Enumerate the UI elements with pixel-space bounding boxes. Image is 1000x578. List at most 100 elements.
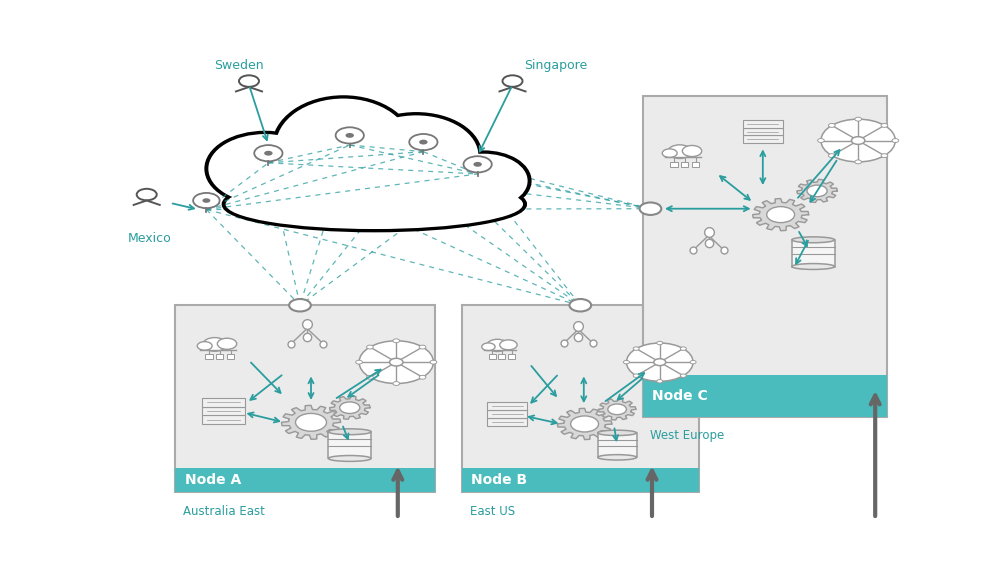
Circle shape [892,139,899,142]
Ellipse shape [792,264,835,269]
Bar [489,354,496,359]
Bar [598,433,637,457]
Circle shape [289,299,311,312]
Circle shape [807,185,827,197]
Text: Node C: Node C [652,388,708,403]
Polygon shape [753,199,809,231]
Circle shape [419,140,428,144]
Bar [175,305,435,492]
Circle shape [336,127,364,143]
Ellipse shape [598,430,637,436]
Ellipse shape [440,154,528,208]
Circle shape [367,345,373,349]
Bar [498,354,505,359]
Text: Sweden: Sweden [214,60,264,72]
Circle shape [881,124,888,127]
Circle shape [640,202,661,215]
Circle shape [654,359,666,366]
Circle shape [193,193,220,208]
Circle shape [851,136,865,144]
Ellipse shape [276,99,411,194]
Circle shape [390,358,403,366]
Bar [202,398,245,407]
Ellipse shape [792,237,835,243]
Circle shape [254,145,283,161]
Polygon shape [282,405,340,439]
Bar [216,354,223,360]
Circle shape [419,345,426,349]
Circle shape [482,343,495,351]
Circle shape [828,124,835,127]
Ellipse shape [353,114,480,197]
Bar [227,354,234,360]
Text: Mexico: Mexico [127,232,171,245]
Circle shape [680,374,686,377]
Circle shape [682,146,702,157]
Ellipse shape [224,179,525,230]
Bar [681,162,688,166]
Circle shape [473,162,482,167]
Circle shape [690,361,696,364]
Bar [643,375,887,417]
Circle shape [197,342,212,350]
Circle shape [623,361,629,364]
Polygon shape [797,179,837,202]
Bar [670,162,678,166]
Ellipse shape [207,133,323,204]
Circle shape [203,338,227,351]
Ellipse shape [328,429,371,435]
Circle shape [828,154,835,158]
Circle shape [608,404,626,414]
Circle shape [855,160,861,164]
Ellipse shape [274,98,413,195]
Bar [205,354,213,360]
Polygon shape [330,396,370,419]
Bar [202,407,245,415]
Circle shape [463,156,492,172]
Ellipse shape [598,455,637,460]
Circle shape [668,145,692,158]
Circle shape [346,133,354,138]
Bar [643,96,887,417]
Ellipse shape [328,455,371,461]
Bar [487,410,527,418]
Bar [743,120,783,128]
Circle shape [430,360,437,364]
Bar [692,162,699,166]
Bar [792,240,835,266]
Text: Singapore: Singapore [524,60,587,72]
Polygon shape [599,399,636,420]
Bar [175,468,435,492]
Circle shape [340,402,360,413]
Bar [743,135,783,143]
Circle shape [393,339,400,343]
Text: Australia East: Australia East [183,505,265,518]
Circle shape [680,347,686,350]
Circle shape [633,347,639,350]
Circle shape [264,151,273,155]
Bar [462,468,698,492]
Circle shape [818,139,824,142]
Circle shape [367,375,373,379]
Circle shape [633,374,639,377]
Bar [328,432,371,458]
Circle shape [500,340,517,350]
Circle shape [881,154,888,158]
Polygon shape [557,409,612,439]
Circle shape [767,206,795,223]
Text: East US: East US [470,505,515,518]
Circle shape [657,380,663,383]
Circle shape [356,360,362,364]
Circle shape [855,117,861,121]
Circle shape [657,341,663,344]
Circle shape [296,413,326,431]
Circle shape [202,198,210,203]
Ellipse shape [438,153,529,209]
Bar [487,402,527,410]
Text: Node B: Node B [471,473,528,487]
Bar [487,418,527,427]
Text: Node A: Node A [185,473,241,487]
Circle shape [662,149,677,157]
Circle shape [359,341,433,384]
Circle shape [821,119,895,162]
